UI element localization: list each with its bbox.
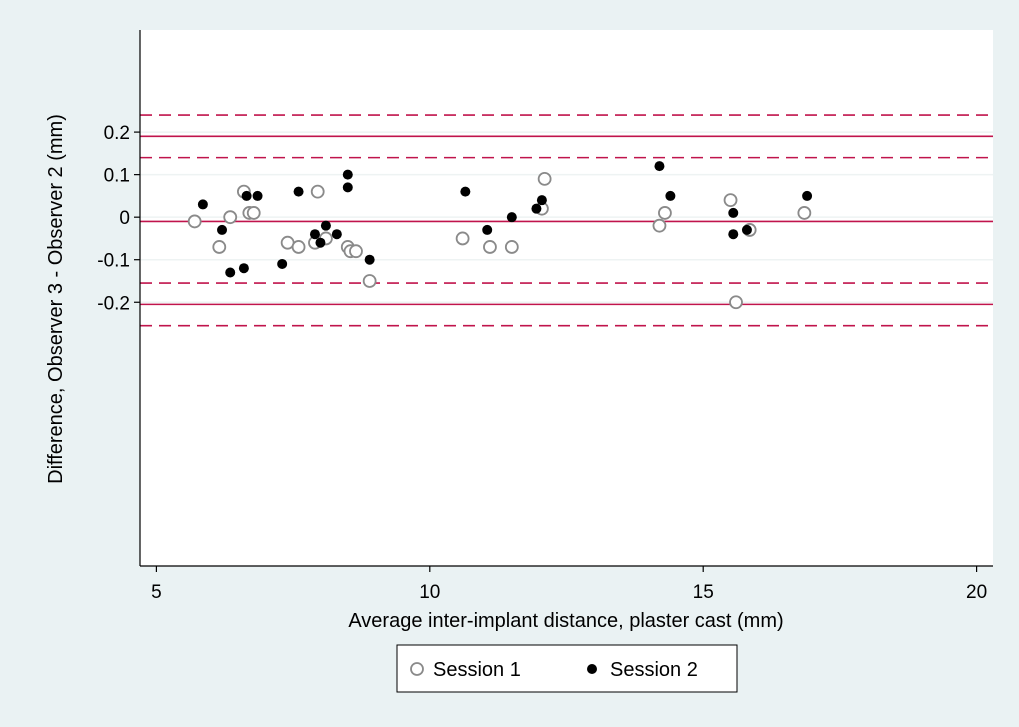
data-point-session-2 xyxy=(225,267,236,278)
data-point-session-1 xyxy=(246,206,261,220)
data-point-session-2 xyxy=(741,224,752,235)
data-point-session-2 xyxy=(728,207,739,218)
data-point-session-2 xyxy=(460,186,471,197)
data-point-session-2 xyxy=(331,229,342,240)
data-point-session-1 xyxy=(291,240,306,254)
data-point-session-2 xyxy=(277,258,288,269)
data-point-session-1 xyxy=(652,218,667,233)
data-point-session-2 xyxy=(654,161,665,172)
x-tick-label: 10 xyxy=(419,582,440,603)
legend-marker-session-2 xyxy=(587,664,597,674)
data-point-session-2 xyxy=(309,229,320,240)
y-tick-label: -0.1 xyxy=(97,251,130,272)
x-tick-label: 15 xyxy=(693,582,714,603)
data-point-session-1 xyxy=(455,231,470,246)
legend-box xyxy=(396,644,738,693)
data-point-session-2 xyxy=(482,224,493,235)
data-point-session-2 xyxy=(320,220,331,231)
data-point-session-2 xyxy=(342,182,353,193)
data-point-session-1 xyxy=(349,244,363,259)
legend-label-session-2: Session 2 xyxy=(610,659,698,681)
data-points xyxy=(187,161,813,310)
data-point-session-2 xyxy=(342,169,353,180)
y-tick-label: 0 xyxy=(119,208,130,229)
y-tick-label: 0.2 xyxy=(104,123,130,144)
data-point-session-1 xyxy=(729,295,743,310)
data-point-session-1 xyxy=(797,206,812,220)
data-point-session-2 xyxy=(315,237,326,248)
data-point-session-2 xyxy=(238,263,249,274)
data-point-session-1 xyxy=(310,184,325,199)
data-point-session-2 xyxy=(665,190,676,201)
data-point-session-2 xyxy=(197,199,208,210)
data-point-session-2 xyxy=(293,186,304,197)
plot-background xyxy=(140,30,993,566)
y-tick-label: 0.1 xyxy=(104,166,130,187)
data-point-session-1 xyxy=(504,240,519,254)
data-point-session-1 xyxy=(187,214,202,229)
data-point-session-1 xyxy=(483,240,497,254)
data-point-session-2 xyxy=(252,190,263,201)
reference-lines xyxy=(140,114,993,327)
data-point-session-1 xyxy=(362,274,377,288)
legend-marker-session-1 xyxy=(410,662,424,676)
y-axis-title: Difference, Observer 3 - Observer 2 (mm) xyxy=(45,114,67,484)
data-point-session-2 xyxy=(531,203,542,214)
data-point-session-2 xyxy=(217,224,228,235)
y-tick-label: -0.2 xyxy=(97,293,130,314)
x-tick-label: 5 xyxy=(151,582,162,603)
data-point-session-1 xyxy=(658,206,672,220)
data-point-session-1 xyxy=(723,193,738,208)
data-point-session-2 xyxy=(364,254,375,265)
data-point-session-2 xyxy=(728,229,739,240)
data-point-session-2 xyxy=(506,212,517,223)
legend: Session 1 Session 2 xyxy=(396,644,738,693)
data-point-session-2 xyxy=(536,195,547,206)
data-point-session-1 xyxy=(537,171,552,186)
data-point-session-2 xyxy=(802,190,813,201)
axes xyxy=(139,30,993,567)
data-point-session-1 xyxy=(223,210,238,225)
data-point-session-1 xyxy=(212,240,227,254)
legend-label-session-1: Session 1 xyxy=(433,659,521,681)
x-tick-label: 20 xyxy=(966,582,987,603)
x-axis-title: Average inter-implant distance, plaster … xyxy=(348,610,783,632)
data-point-session-2 xyxy=(241,190,252,201)
tick-marks: -0.2 -0.1 0 0.1 0.2 5 10 15 20 xyxy=(97,123,987,603)
